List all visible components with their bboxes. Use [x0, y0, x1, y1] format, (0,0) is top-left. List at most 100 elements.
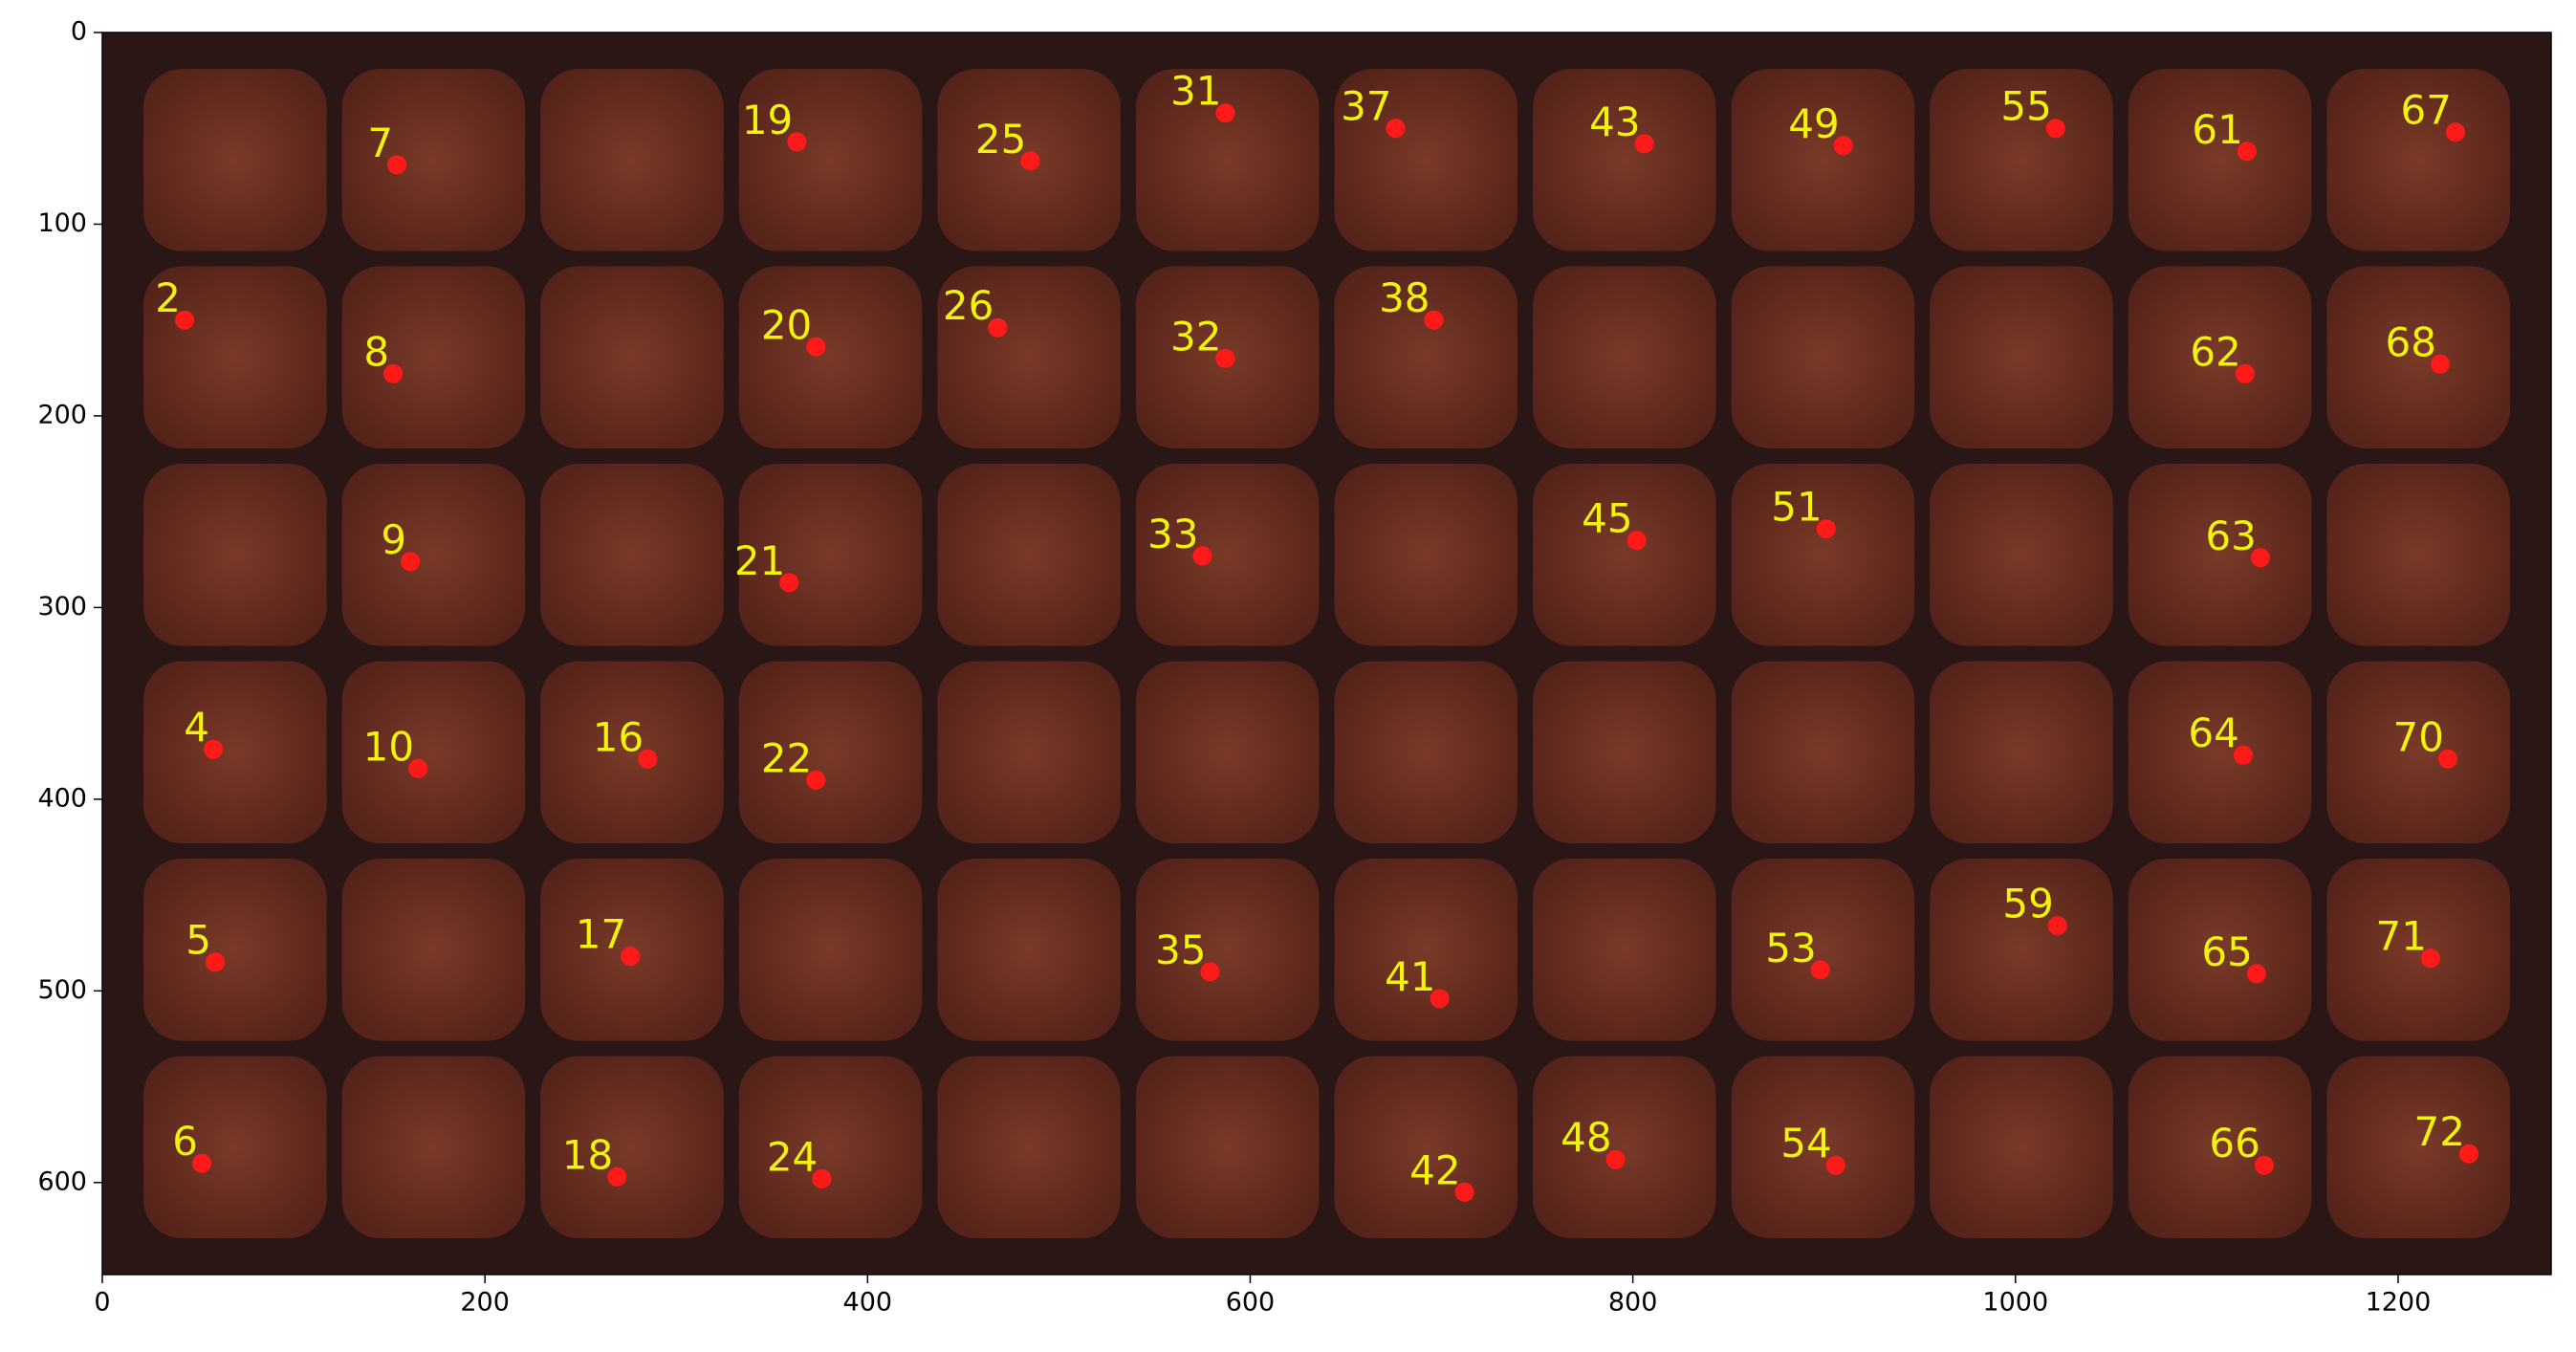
x-tick-label: 1200 [2366, 1288, 2432, 1318]
point-label: 61 [2192, 106, 2242, 153]
point [1424, 310, 1444, 330]
point [1430, 989, 1450, 1009]
x-tick-label: 800 [1608, 1288, 1658, 1318]
point [2437, 749, 2457, 769]
point-label: 2 [155, 274, 181, 321]
soil-cell [1930, 1056, 2113, 1238]
point-label: 59 [2002, 881, 2053, 927]
point-label: 67 [2401, 87, 2452, 134]
soil-cell [1334, 69, 1518, 251]
soil-cell [143, 464, 327, 646]
soil-cell [937, 859, 1121, 1041]
point [204, 739, 224, 759]
soil-cell [1930, 661, 2113, 843]
soil-cell [1731, 69, 1915, 251]
soil-cell [341, 464, 526, 646]
x-tick-label: 600 [1226, 1288, 1276, 1318]
point-label: 33 [1147, 511, 1198, 557]
soil-cell [1135, 69, 1320, 251]
y-tick-label: 500 [37, 975, 87, 1005]
soil-cell [738, 859, 923, 1041]
tray-image [102, 33, 2551, 1275]
point [175, 310, 195, 330]
soil-cell [937, 464, 1121, 646]
soil-cell [540, 1056, 724, 1238]
soil-cell [341, 1056, 526, 1238]
point [192, 1153, 212, 1173]
point-label: 62 [2190, 328, 2240, 375]
y-tick-label: 600 [37, 1167, 87, 1196]
soil-cell [2128, 859, 2312, 1041]
point [638, 749, 658, 769]
soil-cell [1930, 464, 2113, 646]
plot-area: 0 200 400 600 800 1000 1200 0 100 200 300 400 500 600… [37, 17, 2552, 1318]
soil-cell [2128, 1056, 2312, 1238]
point [2237, 142, 2257, 162]
soil-cell [2326, 661, 2510, 843]
y-tick-label: 0 [71, 17, 87, 47]
soil-cell [738, 464, 923, 646]
point-label: 35 [1155, 927, 1206, 973]
soil-cell [341, 69, 526, 251]
point-label: 38 [1379, 274, 1430, 321]
point-label: 37 [1341, 83, 1391, 130]
point [607, 1167, 627, 1187]
point [2045, 119, 2065, 139]
point-label: 6 [172, 1118, 198, 1165]
y-tick-label: 200 [37, 400, 87, 429]
soil-cell [2326, 266, 2510, 448]
point-label: 71 [2375, 913, 2426, 960]
soil-cell [2128, 69, 2312, 251]
soil-cell [1533, 464, 1716, 646]
point [2420, 949, 2440, 969]
point-label: 10 [363, 723, 414, 770]
point-label: 70 [2393, 713, 2444, 760]
soil-cell [937, 1056, 1121, 1238]
soil-cell [2326, 69, 2510, 251]
point-label: 65 [2201, 928, 2252, 975]
point [1626, 531, 1647, 551]
point [988, 317, 1008, 338]
point-label: 32 [1170, 313, 1221, 360]
point [2254, 1155, 2274, 1175]
soil-cell [540, 69, 724, 251]
soil-cell [738, 661, 923, 843]
point [1020, 151, 1040, 171]
soil-cell [143, 69, 327, 251]
point [2430, 354, 2450, 374]
point-label: 64 [2188, 709, 2238, 756]
soil-cell [1930, 69, 2113, 251]
point [1825, 1155, 1845, 1175]
point [383, 363, 404, 383]
point [2233, 745, 2253, 765]
soil-cell [1533, 1056, 1716, 1238]
soil-cell [2128, 661, 2312, 843]
x-tick-label: 0 [94, 1288, 110, 1318]
soil-cell [738, 1056, 923, 1238]
point-label: 45 [1582, 495, 1632, 542]
soil-cell [2326, 859, 2510, 1041]
point-label: 18 [562, 1131, 613, 1178]
point-label: 16 [593, 713, 644, 760]
y-tick-label: 400 [37, 783, 87, 813]
point [812, 1168, 832, 1188]
point-label: 72 [2414, 1108, 2465, 1155]
soil-cell [540, 464, 724, 646]
point-label: 41 [1385, 953, 1435, 1000]
soil-cell [1533, 266, 1716, 448]
soil-cell [1135, 1056, 1320, 1238]
soil-cell [738, 69, 923, 251]
soil-cell [1135, 661, 1320, 843]
point-label: 24 [767, 1133, 818, 1180]
soil-cell [1334, 266, 1518, 448]
soil-cell [2128, 266, 2312, 448]
axes-frame [101, 32, 2552, 1276]
soil-cell [143, 859, 327, 1041]
point [2458, 1144, 2478, 1164]
point [787, 132, 807, 152]
soil-cell [1731, 266, 1915, 448]
soil-cell [1334, 859, 1518, 1041]
point [1215, 348, 1235, 368]
x-tick-label: 400 [843, 1288, 893, 1318]
